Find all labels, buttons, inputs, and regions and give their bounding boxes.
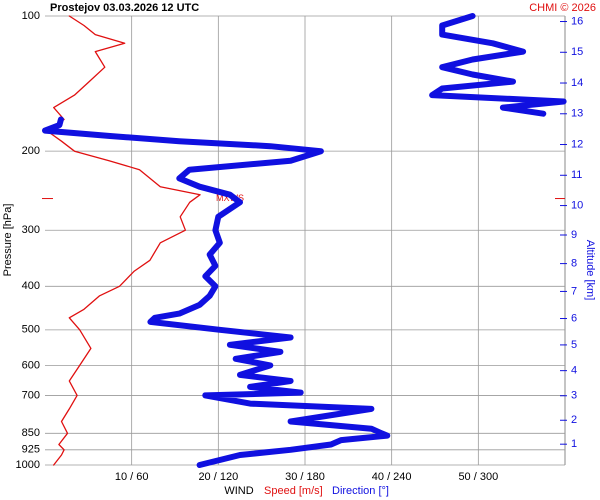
credit: CHMI © 2026 xyxy=(529,2,596,14)
y2-tick-label: 12 xyxy=(571,138,583,150)
y-tick-label: 100 xyxy=(22,10,40,22)
y-tick-label: 1000 xyxy=(16,459,40,471)
y-tick-label: 600 xyxy=(22,359,40,371)
y2-tick-label: 2 xyxy=(571,414,577,426)
y2-tick-label: 5 xyxy=(571,339,577,351)
y-axis-label: Pressure [hPa] xyxy=(2,204,14,277)
y-tick-label: 400 xyxy=(22,280,40,292)
legend-entry: Speed [m/s] xyxy=(264,485,323,497)
y2-tick-label: 4 xyxy=(571,365,577,377)
y2-tick-label: 10 xyxy=(571,199,583,211)
y-tick-label: 850 xyxy=(22,427,40,439)
x-tick-label: 40 / 240 xyxy=(372,471,412,483)
y2-tick-label: 9 xyxy=(571,229,577,241)
y-tick-label: 925 xyxy=(22,444,40,456)
x-tick-label: 50 / 300 xyxy=(458,471,498,483)
y-tick-label: 500 xyxy=(22,324,40,336)
x-tick-label: 20 / 120 xyxy=(198,471,238,483)
x-tick-label: 30 / 180 xyxy=(285,471,325,483)
y2-tick-label: 3 xyxy=(571,390,577,402)
series-line xyxy=(42,13,567,468)
y2-tick-label: 14 xyxy=(571,77,583,89)
y2-tick-label: 1 xyxy=(571,438,577,450)
y2-tick-label: 11 xyxy=(571,169,582,181)
legend-entry: Direction [°] xyxy=(332,485,389,497)
y-tick-label: 200 xyxy=(22,145,40,157)
y-tick-label: 300 xyxy=(22,224,40,236)
y2-tick-label: 8 xyxy=(571,258,577,270)
series-line xyxy=(46,15,201,466)
y2-tick-label: 6 xyxy=(571,312,577,324)
y2-tick-label: 7 xyxy=(571,285,577,297)
y2-tick-label: 16 xyxy=(571,15,583,27)
x-axis-label: WIND xyxy=(224,485,253,497)
y2-tick-label: 15 xyxy=(571,46,583,58)
y2-tick-label: 13 xyxy=(571,108,583,120)
y-tick-label: 700 xyxy=(22,389,40,401)
chart-title: Prostejov 03.03.2026 12 UTC xyxy=(50,2,199,14)
x-tick-label: 10 / 60 xyxy=(115,471,149,483)
y2-axis-label: Altitude [km] xyxy=(584,240,596,301)
